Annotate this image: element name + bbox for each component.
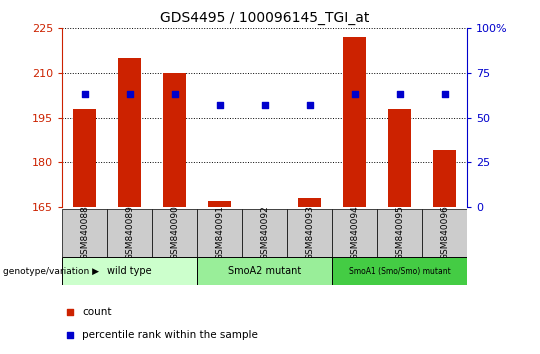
- Title: GDS4495 / 100096145_TGI_at: GDS4495 / 100096145_TGI_at: [160, 11, 369, 24]
- Bar: [388, 109, 411, 207]
- Text: GSM840096: GSM840096: [440, 205, 449, 260]
- Text: GSM840090: GSM840090: [170, 205, 179, 260]
- Point: [440, 92, 449, 97]
- Bar: [107, 209, 152, 257]
- Bar: [343, 37, 366, 207]
- Point: [170, 92, 179, 97]
- Bar: [152, 209, 197, 257]
- Text: GSM840088: GSM840088: [80, 205, 89, 260]
- Bar: [422, 209, 467, 257]
- Text: GSM840095: GSM840095: [395, 205, 404, 260]
- Bar: [332, 209, 377, 257]
- Bar: [118, 58, 141, 207]
- Bar: [163, 73, 186, 207]
- Point: [80, 92, 89, 97]
- Bar: [299, 198, 321, 207]
- Point: [260, 102, 269, 108]
- Bar: [197, 209, 242, 257]
- Text: GSM840089: GSM840089: [125, 205, 134, 260]
- Text: GSM840092: GSM840092: [260, 205, 269, 260]
- Text: SmoA1 (Smo/Smo) mutant: SmoA1 (Smo/Smo) mutant: [349, 267, 450, 276]
- Point: [305, 102, 314, 108]
- Bar: [287, 209, 332, 257]
- Point: [395, 92, 404, 97]
- Text: genotype/variation ▶: genotype/variation ▶: [3, 267, 99, 276]
- Point: [215, 102, 224, 108]
- Point: [334, 217, 342, 222]
- Text: percentile rank within the sample: percentile rank within the sample: [82, 330, 258, 341]
- Bar: [73, 109, 96, 207]
- Text: GSM840093: GSM840093: [305, 205, 314, 260]
- Text: wild type: wild type: [107, 266, 152, 276]
- Bar: [332, 257, 467, 285]
- Point: [350, 92, 359, 97]
- Bar: [208, 201, 231, 207]
- Bar: [62, 257, 197, 285]
- Bar: [434, 150, 456, 207]
- Bar: [197, 257, 332, 285]
- Text: count: count: [82, 307, 112, 318]
- Bar: [242, 209, 287, 257]
- Text: GSM840094: GSM840094: [350, 205, 359, 260]
- Bar: [62, 209, 107, 257]
- Text: SmoA2 mutant: SmoA2 mutant: [228, 266, 301, 276]
- Text: GSM840091: GSM840091: [215, 205, 224, 260]
- Bar: [377, 209, 422, 257]
- Point: [334, 7, 342, 13]
- Point: [125, 92, 134, 97]
